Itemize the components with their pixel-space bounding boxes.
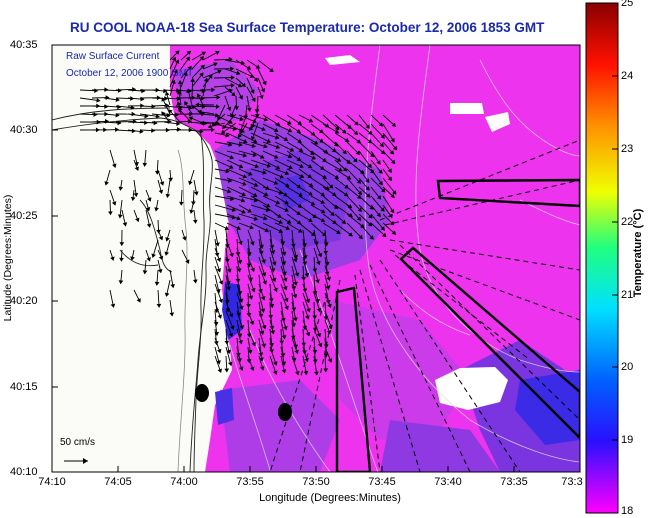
colorbar-label: Temperature (°C) (632, 208, 644, 298)
scale-label: 50 cm/s (60, 437, 96, 448)
y-tick-label: 40:35 (10, 39, 38, 51)
current-timestamp: October 12, 2006 1900 GMT (66, 68, 194, 79)
colorbar-tick-label: 19 (621, 434, 634, 446)
x-axis-label: Longitude (Degrees:Minutes) (259, 492, 401, 504)
x-tick-label: 73:35 (500, 476, 528, 488)
y-tick-label: 40:15 (10, 381, 38, 393)
buoy-marker-1 (195, 384, 209, 402)
colorbar-ticks (612, 75, 618, 441)
y-tick-label: 40:25 (10, 210, 38, 222)
axis-ticks (51, 44, 515, 473)
colorbar-tick-label: 25 (621, 0, 634, 9)
colorbar (585, 2, 619, 514)
x-tick-label: 74:05 (104, 476, 132, 488)
map-title: RU COOL NOAA-18 Sea Surface Temperature:… (70, 20, 545, 35)
colorbar-tick-label: 22 (621, 216, 634, 228)
colorbar-tick-label: 24 (621, 70, 634, 82)
scale-arrow (64, 458, 88, 464)
buoy-marker-2 (278, 403, 292, 421)
current-label: Raw Surface Current (66, 51, 160, 62)
colorbar-tick-label: 23 (621, 143, 634, 155)
sst-field (52, 45, 580, 472)
y-tick-label: 40:10 (10, 466, 38, 478)
x-tick-label: 74:00 (170, 476, 198, 488)
colorbar-tick-label: 21 (621, 289, 634, 301)
y-tick-label: 40:30 (10, 124, 38, 136)
y-axis-label: Latitude (Degrees:Minutes) (2, 194, 14, 322)
x-tick-label: 73:3 (561, 476, 583, 488)
x-tick-label: 73:45 (368, 476, 396, 488)
y-tick-label: 40:20 (10, 295, 38, 307)
colorbar-tick-label: 20 (621, 361, 634, 373)
x-tick-label: 73:50 (302, 476, 330, 488)
x-tick-label: 73:40 (434, 476, 462, 488)
colorbar-tick-label: 18 (621, 505, 634, 517)
x-tick-label: 73:55 (236, 476, 264, 488)
x-tick-label: 74:10 (38, 476, 66, 488)
